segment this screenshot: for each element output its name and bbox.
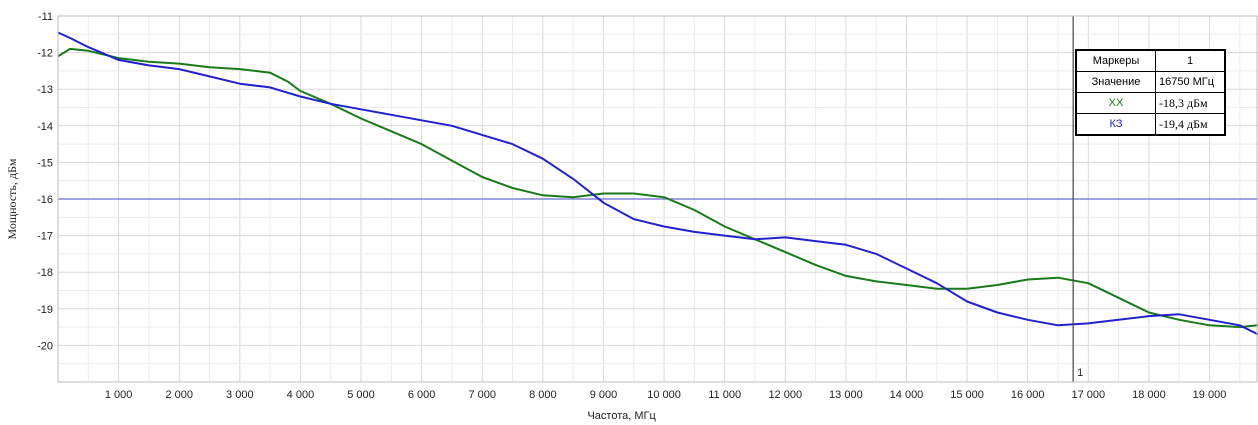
y-tick-label: -20 bbox=[37, 340, 53, 352]
marker-frequency-value: 16750 МГц bbox=[1155, 71, 1226, 93]
marker-table-row-xx: ХХ -18,3 дБм bbox=[1075, 92, 1226, 114]
y-tick-label: -19 bbox=[37, 304, 53, 316]
y-tick-label: -17 bbox=[37, 231, 53, 243]
x-tick-label: 15 000 bbox=[950, 389, 984, 401]
marker-table: Маркеры 1 Значение 16750 МГц ХХ -18,3 дБ… bbox=[1075, 49, 1226, 136]
series-layer bbox=[57, 31, 1258, 336]
marker-number: 1 bbox=[1077, 367, 1083, 379]
x-tick-label: 9 000 bbox=[590, 389, 618, 401]
y-tick-label: -11 bbox=[38, 11, 53, 23]
x-tick-label: 6 000 bbox=[408, 389, 436, 401]
marker-table-header-row: Маркеры 1 bbox=[1075, 49, 1226, 72]
x-tick-label: 12 000 bbox=[768, 389, 802, 401]
series-line-kz bbox=[57, 31, 1258, 336]
x-tick-label: 18 000 bbox=[1132, 389, 1166, 401]
y-tick-label: -18 bbox=[37, 267, 53, 279]
series-label-kz: КЗ bbox=[1075, 113, 1156, 136]
y-tick-labels: -11 -12 -13 -14 -15 -16 -17 -18 -19 -20 bbox=[37, 11, 53, 352]
x-tick-label: 11 000 bbox=[708, 389, 741, 401]
y-tick-label: -12 bbox=[37, 48, 53, 60]
x-tick-label: 16 000 bbox=[1011, 389, 1045, 401]
y-tick-label: -13 bbox=[37, 84, 53, 96]
y-axis-label: Мощность, дБм bbox=[5, 158, 19, 239]
x-tick-label: 10 000 bbox=[647, 389, 681, 401]
x-tick-label: 2 000 bbox=[165, 389, 193, 401]
marker-table-value-row: Значение 16750 МГц bbox=[1075, 71, 1226, 93]
plot-frame bbox=[57, 15, 1258, 383]
marker-table-row-kz: КЗ -19,4 дБм bbox=[1075, 113, 1226, 136]
x-tick-label: 7 000 bbox=[468, 389, 496, 401]
y-tick-label: -16 bbox=[37, 194, 53, 206]
x-tick-label: 13 000 bbox=[829, 389, 863, 401]
series-value-kz: -19,4 дБм bbox=[1155, 113, 1226, 136]
series-label-xx: ХХ bbox=[1075, 92, 1156, 114]
x-tick-label: 17 000 bbox=[1071, 389, 1105, 401]
value-label: Значение bbox=[1075, 71, 1156, 93]
x-tick-label: 4 000 bbox=[287, 389, 315, 401]
x-tick-labels: 1 000 2 000 3 000 4 000 5 000 6 000 7 000 8 000… bbox=[105, 389, 1227, 401]
series-value-xx: -18,3 дБм bbox=[1155, 92, 1226, 114]
x-tick-label: 3 000 bbox=[226, 389, 254, 401]
markers-header-value: 1 bbox=[1155, 49, 1226, 72]
y-tick-label: -14 bbox=[37, 121, 53, 133]
x-tick-label: 1 000 bbox=[105, 389, 133, 401]
x-tick-label: 14 000 bbox=[890, 389, 924, 401]
y-tick-label: -15 bbox=[37, 157, 53, 169]
x-tick-label: 8 000 bbox=[529, 389, 557, 401]
x-axis-label: Частота, МГц bbox=[587, 410, 656, 422]
x-tick-label: 5 000 bbox=[347, 389, 375, 401]
markers-header-label: Маркеры bbox=[1075, 49, 1156, 72]
series-line-xx bbox=[57, 47, 1258, 329]
x-tick-label: 19 000 bbox=[1193, 389, 1227, 401]
